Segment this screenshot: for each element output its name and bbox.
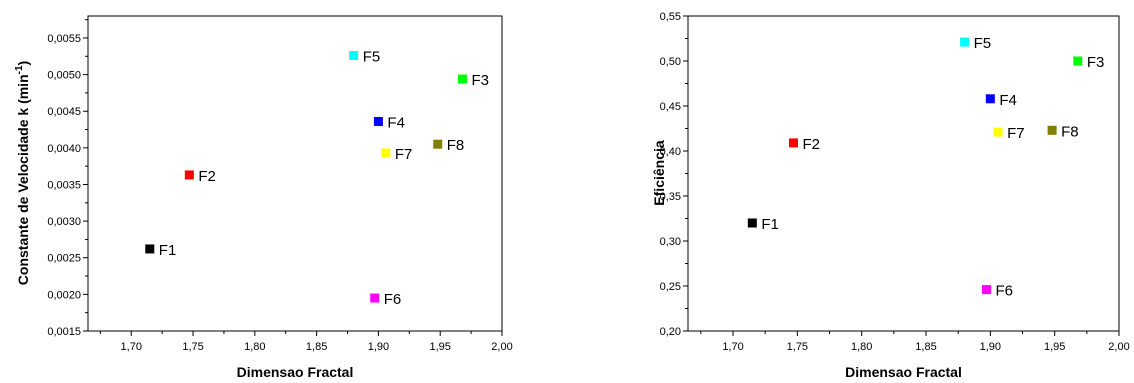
point-label-f8: F8 <box>1061 123 1079 140</box>
y-tick-label: 0,25 <box>660 281 681 293</box>
y-tick-label: 0,40 <box>660 146 681 158</box>
point-label-f3: F3 <box>1087 54 1105 71</box>
y-tick-label: 0,35 <box>660 191 681 203</box>
y-tick-label: 0,0040 <box>47 143 81 155</box>
y-tick-label: 0,0030 <box>47 216 81 228</box>
chart-2: 1,70 1,75 1,80 1,85 1,90 1,95 2,00 0,20 0,25 0,30… <box>651 11 1130 380</box>
x-tick-label: 1,75 <box>182 341 203 353</box>
y-axis-title-main: Constante de Velocidade k (min <box>15 74 31 285</box>
x-tick-label: 1,90 <box>368 341 389 353</box>
point-label-f1: F1 <box>761 216 779 233</box>
chart-1: 1,70 1,75 1,80 1,85 1,90 1,95 2,00 0,0015 0,0020… <box>14 15 513 380</box>
point-f5 <box>349 51 359 61</box>
y-tick-label: 0,0020 <box>47 289 81 301</box>
x-axis-title: Dimensao Fractal <box>237 364 354 380</box>
y-tick-label: 0,0050 <box>47 70 81 82</box>
point-label-f6: F6 <box>384 291 402 308</box>
point-label-f6: F6 <box>995 283 1013 300</box>
point-f6 <box>370 293 380 303</box>
point-f2 <box>184 170 194 180</box>
y-tick-label: 0,20 <box>660 326 681 338</box>
point-f7 <box>993 127 1003 137</box>
x-tick-label: 1,75 <box>787 341 808 353</box>
y-axis-title-main: Eficiência <box>651 140 667 206</box>
point-label-f5: F5 <box>363 49 381 66</box>
x-tick-label: 1,95 <box>429 341 450 353</box>
x-tick-label: 1,80 <box>851 341 872 353</box>
point-f2 <box>788 138 798 148</box>
point-f1 <box>747 218 757 228</box>
point-label-f5: F5 <box>974 35 992 52</box>
y-tick-label: 0,0025 <box>47 253 81 265</box>
point-f3 <box>457 74 467 84</box>
point-label-f3: F3 <box>471 72 489 89</box>
y-tick-label: 0,0035 <box>47 179 81 191</box>
x-tick-label: 1,70 <box>121 341 142 353</box>
plot-frame <box>87 15 503 332</box>
x-tick-label: 2,00 <box>1108 341 1129 353</box>
point-f4 <box>985 94 995 104</box>
point-label-f2: F2 <box>802 136 820 153</box>
y-tick-label: 0,0015 <box>47 326 81 338</box>
point-f7 <box>381 148 391 158</box>
point-label-f7: F7 <box>1007 125 1025 142</box>
y-axis-title-end: ) <box>15 61 31 66</box>
y-tick-label: 0,0055 <box>47 33 81 45</box>
y-axis-title: Eficiência <box>651 140 667 206</box>
x-tick-label: 1,90 <box>980 341 1001 353</box>
y-tick-label: 0,55 <box>660 11 681 23</box>
point-label-f4: F4 <box>999 92 1017 109</box>
y-tick-label: 0,45 <box>660 101 681 113</box>
point-label-f8: F8 <box>447 137 465 154</box>
x-tick-label: 1,85 <box>915 341 936 353</box>
x-axis-title: Dimensao Fractal <box>845 364 962 380</box>
point-f3 <box>1073 56 1083 66</box>
plot-frame <box>687 15 1120 332</box>
point-f1 <box>145 244 155 254</box>
y-tick-label: 0,50 <box>660 56 681 68</box>
point-label-f1: F1 <box>159 242 177 259</box>
point-label-f4: F4 <box>387 114 405 131</box>
point-f8 <box>433 139 443 149</box>
y-tick-label: 0,0045 <box>47 106 81 118</box>
point-f5 <box>960 37 970 47</box>
point-f8 <box>1047 125 1057 135</box>
y-tick-label: 0,30 <box>660 236 681 248</box>
point-f6 <box>981 285 991 295</box>
point-f4 <box>373 116 383 126</box>
x-tick-label: 1,95 <box>1044 341 1065 353</box>
x-tick-label: 1,70 <box>722 341 743 353</box>
x-tick-label: 1,85 <box>306 341 327 353</box>
point-label-f2: F2 <box>198 168 216 185</box>
y-axis-title: Constante de Velocidade k (min-1) <box>14 61 31 285</box>
y-axis-title-superscript: -1 <box>14 65 25 74</box>
point-label-f7: F7 <box>395 146 413 163</box>
x-tick-label: 2,00 <box>491 341 512 353</box>
x-tick-label: 1,80 <box>244 341 265 353</box>
